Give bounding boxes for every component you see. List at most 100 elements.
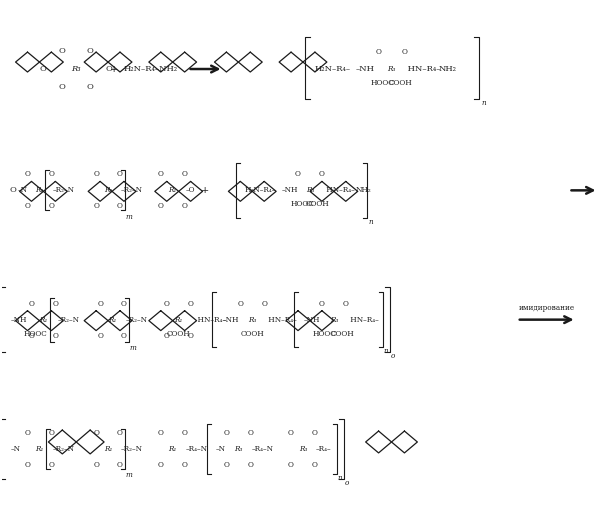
Text: O: O — [117, 461, 123, 469]
Text: R₁: R₁ — [35, 445, 43, 453]
Text: R₁: R₁ — [104, 187, 112, 194]
Text: R₁: R₁ — [175, 316, 183, 323]
Text: O: O — [97, 300, 103, 308]
Text: O: O — [182, 429, 188, 437]
Text: COOH: COOH — [306, 200, 330, 208]
Text: O: O — [376, 48, 382, 56]
Text: R₁: R₁ — [108, 316, 116, 323]
Text: R₁: R₁ — [35, 187, 43, 194]
Text: n: n — [368, 218, 373, 226]
Text: O: O — [117, 202, 123, 210]
Text: O: O — [97, 332, 103, 340]
Text: m: m — [126, 471, 133, 479]
Text: R₃: R₃ — [248, 316, 257, 323]
Text: O: O — [182, 461, 188, 469]
Text: O: O — [188, 300, 193, 308]
Text: o: o — [391, 353, 395, 360]
Text: –R₂–N: –R₂–N — [53, 187, 74, 194]
Text: H₂N–R₄–: H₂N–R₄– — [315, 65, 351, 73]
Text: O: O — [158, 171, 164, 178]
Text: O: O — [10, 187, 16, 194]
Text: –R₂–N: –R₂–N — [53, 445, 74, 453]
Text: имидирование: имидирование — [519, 304, 575, 312]
Text: COOH: COOH — [167, 330, 190, 338]
Text: –N: –N — [11, 445, 21, 453]
Text: O: O — [312, 429, 318, 437]
Text: HN–R₄–: HN–R₄– — [193, 316, 226, 323]
Text: R₃: R₃ — [306, 187, 314, 194]
Text: O: O — [288, 461, 294, 469]
Text: m: m — [130, 343, 137, 352]
Text: –NH: –NH — [222, 316, 239, 323]
Text: COOH: COOH — [331, 330, 355, 338]
Text: H₂N–R₄–NH₂: H₂N–R₄–NH₂ — [124, 65, 178, 73]
Text: O: O — [158, 202, 164, 210]
Text: O: O — [262, 300, 267, 308]
Text: O: O — [25, 171, 30, 178]
Text: O: O — [93, 171, 99, 178]
Text: O: O — [158, 429, 164, 437]
Text: O: O — [402, 48, 407, 56]
Text: –R₄–: –R₄– — [316, 445, 332, 453]
Text: O: O — [93, 202, 99, 210]
Text: HN–R₄–: HN–R₄– — [324, 187, 355, 194]
Text: n: n — [481, 99, 486, 107]
Text: –NH: –NH — [282, 187, 298, 194]
Text: O: O — [87, 47, 94, 55]
Text: O: O — [188, 332, 193, 340]
Text: R₃: R₃ — [234, 445, 243, 453]
Text: H₂N–R₄–: H₂N–R₄– — [244, 187, 275, 194]
Text: O: O — [25, 202, 30, 210]
Text: R₁: R₁ — [169, 445, 177, 453]
Text: O: O — [288, 429, 294, 437]
Text: O: O — [248, 461, 253, 469]
Text: O: O — [48, 429, 54, 437]
Text: O: O — [117, 429, 123, 437]
Text: R₃: R₃ — [330, 316, 338, 323]
Text: HN–R₄–: HN–R₄– — [348, 316, 379, 323]
Text: R₃: R₃ — [387, 65, 396, 73]
Text: +: + — [110, 64, 118, 74]
Text: O: O — [319, 300, 325, 308]
Text: O: O — [158, 461, 164, 469]
Text: O: O — [25, 461, 30, 469]
Text: O: O — [223, 461, 230, 469]
Text: O: O — [25, 429, 30, 437]
Text: –R₂–N: –R₂–N — [121, 187, 143, 194]
Text: O: O — [48, 202, 54, 210]
Text: m: m — [126, 213, 133, 221]
Text: O: O — [248, 429, 253, 437]
Text: O: O — [182, 171, 188, 178]
Text: O: O — [121, 332, 127, 340]
Text: O: O — [48, 461, 54, 469]
Text: O: O — [117, 171, 123, 178]
Text: –R₂–N: –R₂–N — [121, 445, 143, 453]
Text: HN–R₄–: HN–R₄– — [266, 316, 297, 323]
Text: O: O — [53, 332, 58, 340]
Text: o: o — [345, 479, 349, 487]
Text: O: O — [312, 461, 318, 469]
Text: R₁: R₁ — [104, 445, 112, 453]
Text: –NH: –NH — [304, 316, 321, 323]
Text: O: O — [237, 300, 243, 308]
Text: HOOC: HOOC — [371, 79, 394, 87]
Text: O: O — [93, 461, 99, 469]
Text: O: O — [223, 429, 230, 437]
Text: –R₂–N: –R₂–N — [57, 316, 79, 323]
Text: O: O — [93, 429, 99, 437]
Text: HOOC: HOOC — [24, 330, 47, 338]
Text: R₃: R₃ — [299, 445, 307, 453]
Text: NH₂: NH₂ — [439, 65, 456, 73]
Text: –N: –N — [18, 187, 28, 194]
Text: R₁: R₁ — [169, 187, 177, 194]
Text: NH₂: NH₂ — [356, 187, 371, 194]
Text: –R₄–N: –R₄–N — [185, 445, 208, 453]
Text: +: + — [201, 186, 210, 195]
Text: O: O — [40, 65, 47, 73]
Text: O: O — [28, 300, 34, 308]
Text: O: O — [59, 47, 66, 55]
Text: O: O — [53, 300, 58, 308]
Text: R₁: R₁ — [39, 316, 48, 323]
Text: n: n — [338, 474, 342, 482]
Text: O: O — [121, 300, 127, 308]
